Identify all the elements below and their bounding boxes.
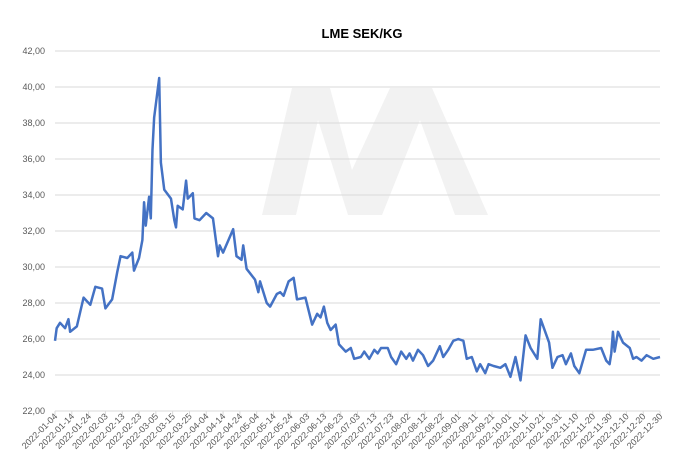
watermark	[262, 88, 488, 215]
y-tick-label: 28,00	[22, 298, 45, 308]
y-tick-label: 38,00	[22, 118, 45, 128]
y-tick-label: 22,00	[22, 406, 45, 416]
y-tick-label: 36,00	[22, 154, 45, 164]
y-tick-label: 34,00	[22, 190, 45, 200]
y-tick-label: 32,00	[22, 226, 45, 236]
y-tick-label: 40,00	[22, 82, 45, 92]
y-tick-label: 42,00	[22, 46, 45, 56]
y-tick-label: 24,00	[22, 370, 45, 380]
data-line	[53, 76, 661, 382]
y-tick-label: 26,00	[22, 334, 45, 344]
chart-title: LME SEK/KG	[322, 26, 403, 41]
y-tick-label: 30,00	[22, 262, 45, 272]
